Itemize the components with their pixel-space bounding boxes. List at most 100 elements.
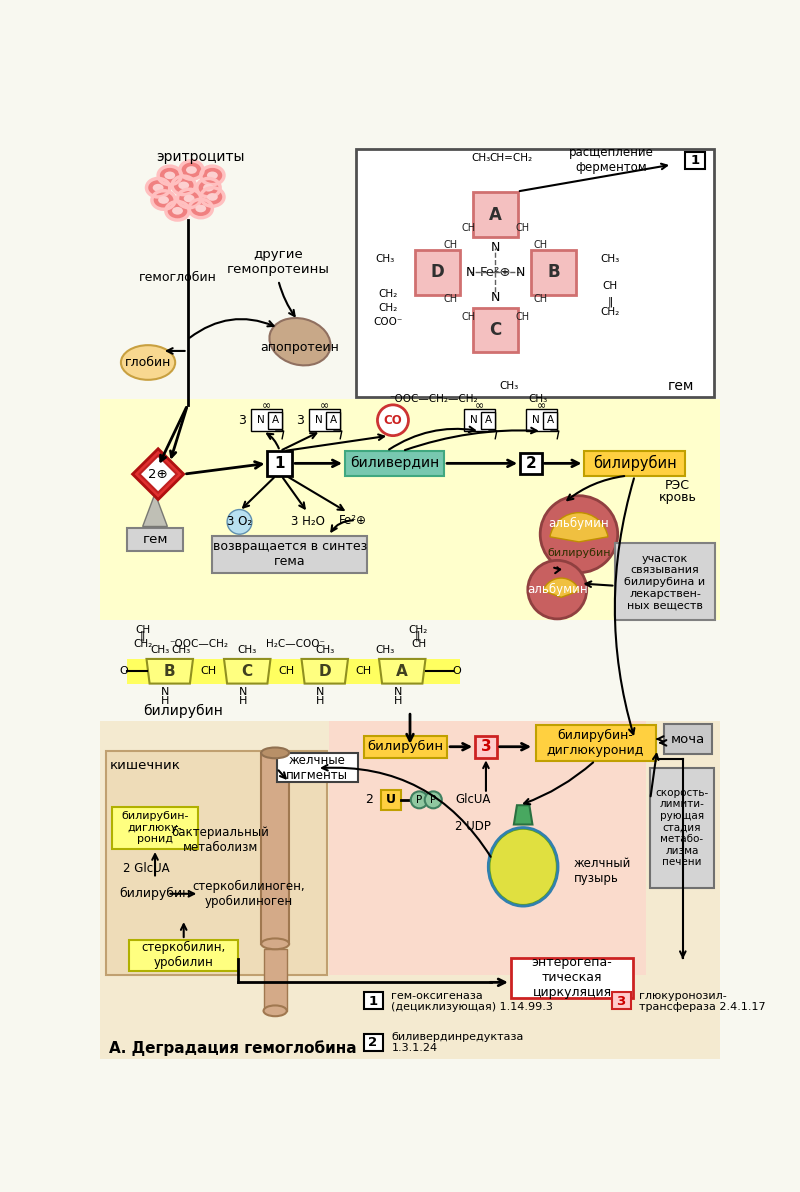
Text: N: N bbox=[466, 266, 475, 279]
Text: N: N bbox=[490, 241, 500, 254]
Text: CH₃: CH₃ bbox=[315, 645, 334, 654]
Polygon shape bbox=[302, 659, 348, 683]
Text: стеркобилин,
уробилин: стеркобилин, уробилин bbox=[142, 942, 226, 969]
Bar bbox=[267, 451, 292, 476]
Ellipse shape bbox=[158, 197, 169, 204]
Text: CH: CH bbox=[602, 281, 618, 291]
Bar bbox=[212, 535, 367, 572]
Text: ⁻OOC—CH₂—CH₂: ⁻OOC—CH₂—CH₂ bbox=[389, 395, 478, 404]
Bar bbox=[611, 993, 631, 1010]
Circle shape bbox=[410, 791, 428, 808]
Text: ∞: ∞ bbox=[537, 402, 546, 411]
Text: N: N bbox=[394, 687, 402, 697]
Text: 1: 1 bbox=[368, 995, 378, 1008]
Bar bbox=[363, 993, 383, 1010]
Text: N: N bbox=[515, 266, 525, 279]
Bar bbox=[520, 453, 542, 474]
Text: РЭС: РЭС bbox=[665, 479, 690, 492]
Text: CH: CH bbox=[461, 223, 475, 232]
Text: C: C bbox=[489, 321, 502, 340]
Ellipse shape bbox=[186, 166, 197, 174]
Bar bbox=[543, 411, 558, 429]
Text: возвращается в синтез
гема: возвращается в синтез гема bbox=[213, 540, 367, 569]
Text: Fe²⊕: Fe²⊕ bbox=[338, 514, 366, 527]
Bar bbox=[473, 308, 518, 353]
Text: CH: CH bbox=[515, 223, 530, 232]
Text: билирубин: билирубин bbox=[119, 887, 190, 900]
Text: биливердин: биливердин bbox=[350, 457, 439, 471]
Text: 1: 1 bbox=[274, 455, 285, 471]
Text: 3: 3 bbox=[481, 739, 491, 755]
Polygon shape bbox=[379, 659, 426, 683]
Text: N: N bbox=[470, 415, 478, 426]
Text: O: O bbox=[452, 666, 461, 676]
Text: N: N bbox=[257, 415, 264, 426]
Bar bbox=[535, 725, 656, 760]
Ellipse shape bbox=[201, 166, 224, 185]
Bar bbox=[482, 411, 495, 429]
Text: CH₃: CH₃ bbox=[151, 645, 170, 654]
Text: CH₂: CH₂ bbox=[378, 288, 398, 299]
Text: Fe²⊕: Fe²⊕ bbox=[479, 266, 511, 279]
Bar bbox=[100, 399, 720, 621]
Text: апопротеин: апопротеин bbox=[261, 341, 339, 354]
Text: C: C bbox=[242, 664, 253, 678]
Circle shape bbox=[540, 496, 618, 572]
Text: P: P bbox=[430, 795, 436, 805]
Ellipse shape bbox=[189, 199, 212, 218]
Ellipse shape bbox=[178, 190, 201, 207]
Text: 2 GlcUA: 2 GlcUA bbox=[123, 862, 170, 875]
Text: H₂C—COO⁻: H₂C—COO⁻ bbox=[266, 639, 325, 648]
Bar bbox=[127, 659, 460, 683]
Ellipse shape bbox=[153, 184, 163, 192]
Text: CH₃: CH₃ bbox=[472, 154, 491, 163]
Ellipse shape bbox=[261, 938, 289, 949]
Bar bbox=[127, 528, 183, 551]
Text: альбумин: альбумин bbox=[549, 517, 610, 530]
Bar bbox=[473, 192, 518, 237]
Bar bbox=[664, 724, 712, 755]
Bar bbox=[475, 735, 497, 757]
Bar bbox=[100, 720, 720, 1060]
Ellipse shape bbox=[207, 193, 218, 200]
Text: A: A bbox=[489, 206, 502, 224]
Text: гем: гем bbox=[668, 379, 694, 392]
Text: U: U bbox=[386, 794, 396, 806]
Text: глюкуронозил-
трансфераза 2.4.1.17: глюкуронозил- трансфераза 2.4.1.17 bbox=[639, 991, 766, 1012]
Text: CH=CH₂: CH=CH₂ bbox=[489, 154, 532, 163]
Bar bbox=[685, 153, 706, 169]
Text: CH: CH bbox=[135, 625, 150, 634]
Text: ∞: ∞ bbox=[475, 402, 484, 411]
Ellipse shape bbox=[201, 187, 224, 206]
Polygon shape bbox=[224, 659, 270, 683]
Bar bbox=[526, 410, 558, 432]
Text: D: D bbox=[430, 263, 444, 281]
Text: N: N bbox=[238, 687, 246, 697]
Text: желчный
пузырь: желчный пузырь bbox=[574, 857, 631, 884]
Text: участок
связывания
билирубина и
лекарствен-
ных веществ: участок связывания билирубина и лекарств… bbox=[625, 554, 706, 610]
Ellipse shape bbox=[146, 179, 170, 197]
Circle shape bbox=[425, 791, 442, 808]
Text: гем-оксигеназа
(дециклизующая) 1.14.99.3: гем-оксигеназа (дециклизующая) 1.14.99.3 bbox=[391, 991, 554, 1012]
Text: GlcUA: GlcUA bbox=[455, 794, 490, 806]
Text: CH: CH bbox=[201, 666, 217, 676]
Text: CH: CH bbox=[515, 312, 530, 322]
Text: ‖: ‖ bbox=[140, 631, 146, 641]
Text: H: H bbox=[161, 696, 170, 707]
Bar bbox=[329, 720, 646, 975]
Text: CH₂: CH₂ bbox=[378, 303, 398, 312]
Text: CH₃: CH₃ bbox=[600, 254, 619, 263]
Text: CH: CH bbox=[443, 241, 458, 250]
Bar bbox=[650, 769, 714, 888]
Text: 3: 3 bbox=[296, 414, 304, 427]
Text: O: O bbox=[119, 666, 128, 676]
Polygon shape bbox=[139, 455, 177, 492]
Bar bbox=[326, 411, 340, 429]
Polygon shape bbox=[133, 448, 184, 499]
Bar bbox=[263, 949, 286, 1011]
Circle shape bbox=[528, 560, 586, 619]
Text: CH: CH bbox=[412, 639, 427, 648]
Bar bbox=[345, 451, 444, 476]
Text: кишечник: кишечник bbox=[110, 758, 180, 771]
Text: CH: CH bbox=[533, 241, 547, 250]
